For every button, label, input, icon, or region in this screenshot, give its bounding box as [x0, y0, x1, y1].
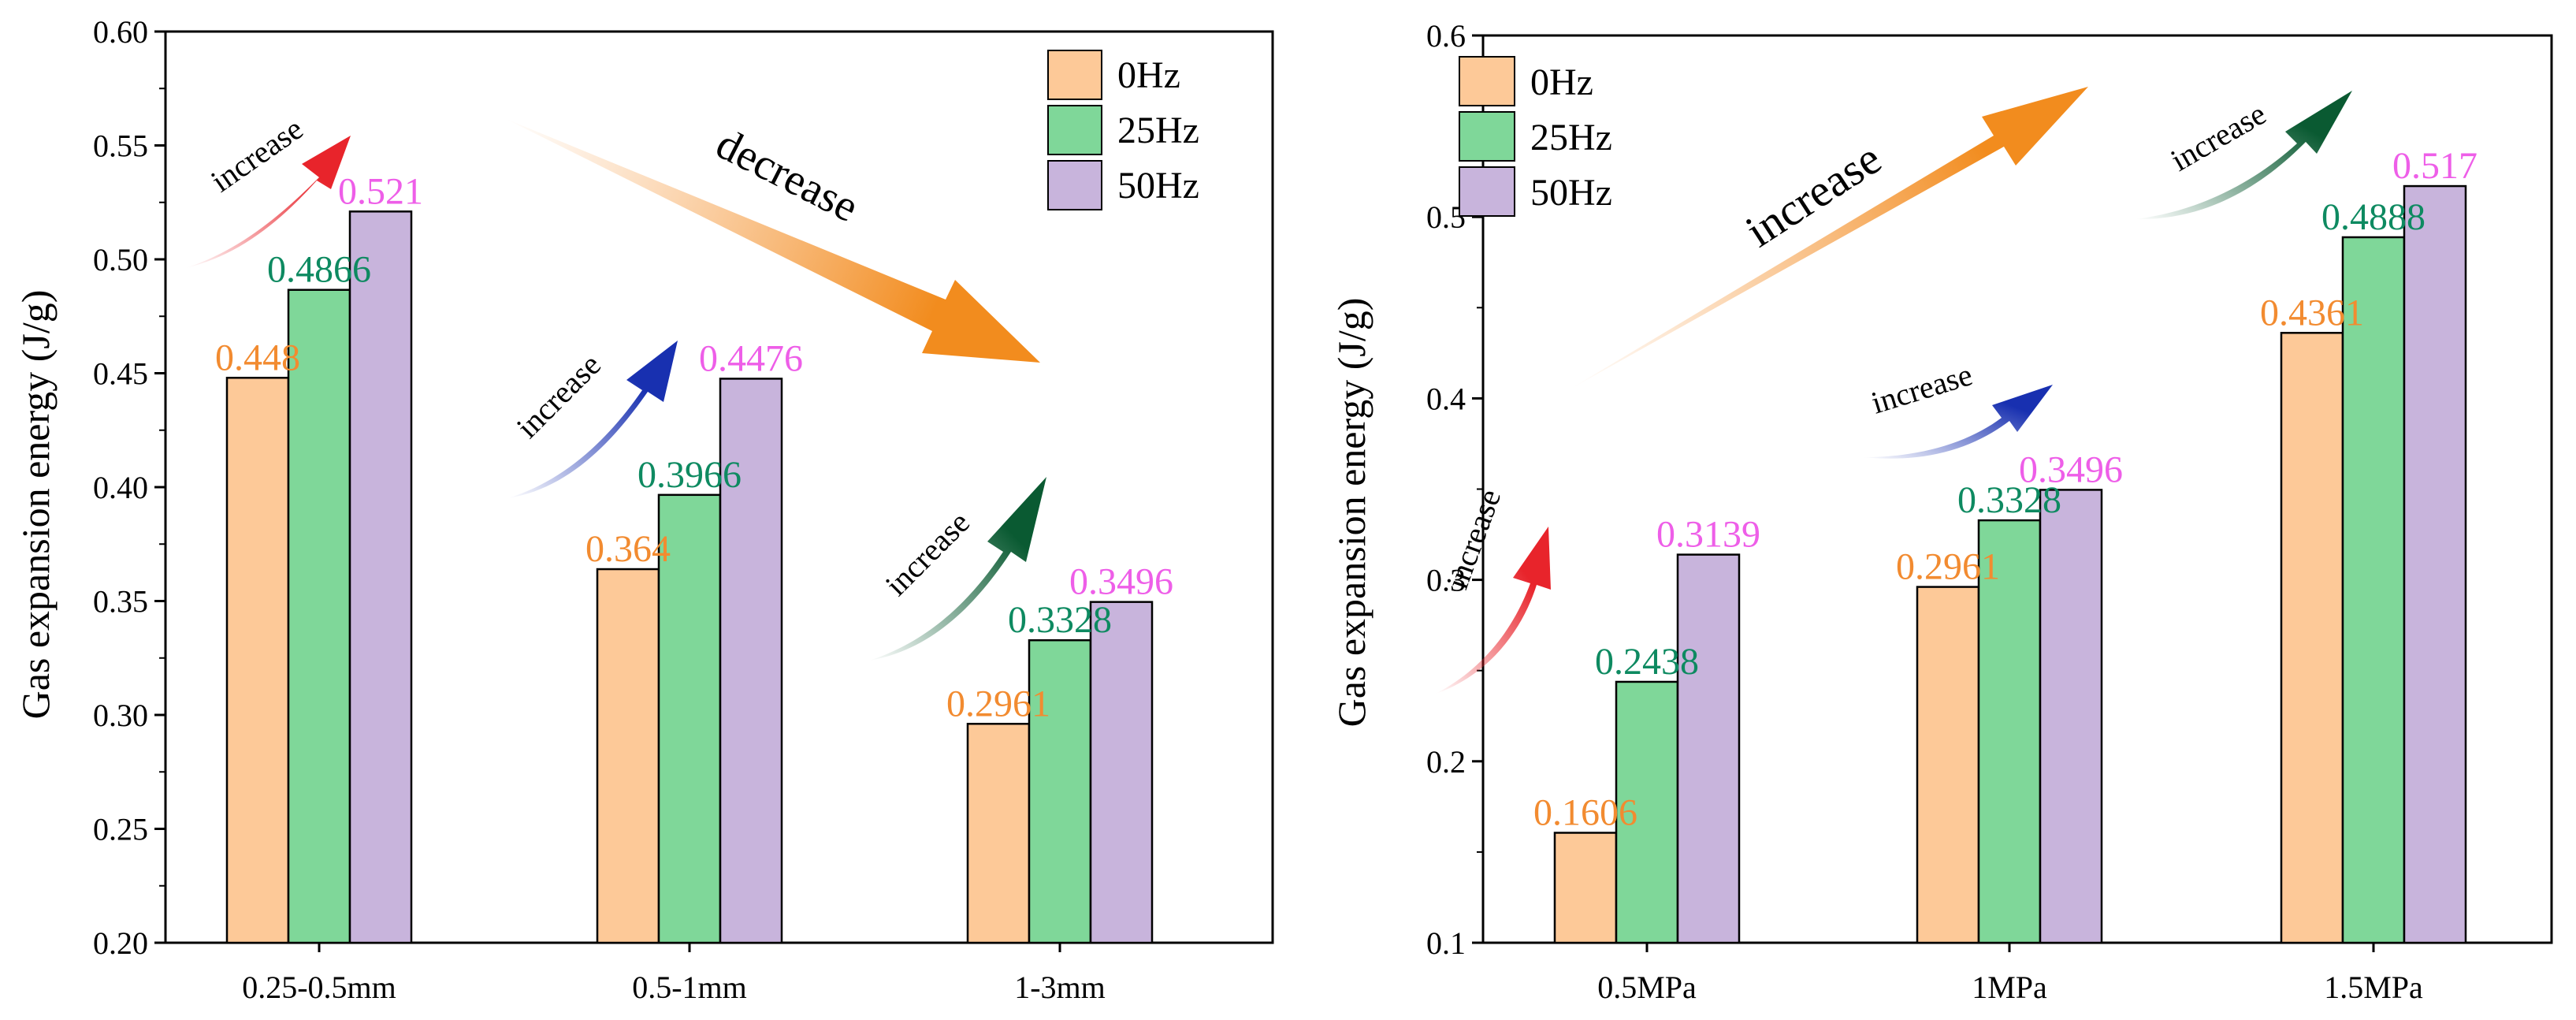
right-x-ticks: 0.5MPa 1MPa 1.5MPa [1597, 943, 2423, 1005]
data-label-50hz: 0.517 [2392, 145, 2477, 187]
data-label-0hz: 0.2961 [1896, 546, 2000, 588]
bar-0hz-1 [596, 568, 660, 944]
legend-swatch-25hz [1459, 111, 1515, 162]
increase-arrow-red-icon [185, 136, 351, 268]
bar-50hz-1 [719, 378, 783, 944]
right-annotation-increase-blue: increase [1864, 356, 2053, 459]
bar-25hz-0 [287, 289, 351, 944]
increase-arrow-blue-icon [508, 341, 678, 498]
right-y-axis-label: Gas expansion energy (J/g) [1329, 298, 1373, 728]
bar-25hz-2 [2341, 236, 2406, 944]
increase-label: increase [2165, 95, 2272, 177]
data-label-0hz: 0.364 [585, 528, 671, 570]
bar-50hz-1 [2039, 489, 2103, 944]
y-tick-label: 0.3 [1426, 563, 1466, 598]
data-label-25hz: 0.2438 [1595, 641, 1699, 683]
y-tick-label: 0.50 [93, 242, 148, 277]
bar-50hz-2 [2403, 184, 2467, 944]
bar-25hz-1 [1977, 519, 2042, 944]
bar-0hz-2 [2280, 332, 2344, 944]
x-tick-label: 0.5-1mm [632, 970, 747, 1005]
data-label-25hz: 0.4866 [267, 249, 371, 291]
data-label-0hz: 0.448 [215, 337, 300, 378]
left-annotation-increase-red: increase [185, 110, 351, 268]
legend-label-25hz: 25Hz [1530, 117, 1612, 158]
bar-50hz-0 [1676, 553, 1741, 944]
data-label-50hz: 0.3139 [1656, 514, 1760, 556]
left-panel: 0.20 0.25 0.30 0.35 0.40 0.45 0.50 0.55 0.60 0.4… [13, 14, 1274, 1005]
bar-50hz-2 [1089, 601, 1154, 944]
legend-swatch-25hz [1047, 105, 1102, 155]
bar-50hz-0 [348, 210, 413, 944]
data-label-25hz: 0.4888 [2321, 196, 2425, 238]
data-label-0hz: 0.1606 [1533, 791, 1637, 833]
x-tick-label: 1.5MPa [2324, 970, 2423, 1005]
left-legend: 0Hz 25Hz 50Hz [1047, 50, 1199, 210]
right-legend: 0Hz 25Hz 50Hz [1459, 56, 1612, 217]
legend-swatch-50hz [1459, 166, 1515, 217]
increase-label: increase [1737, 132, 1890, 257]
y-tick-label: 0.2 [1426, 744, 1466, 780]
bar-0hz-1 [1916, 586, 1980, 944]
right-annotation-increase-green: increase [2136, 91, 2352, 220]
increase-arrow-blue-icon [1864, 385, 2053, 459]
y-tick-label: 0.55 [93, 128, 148, 164]
x-tick-label: 1MPa [1972, 970, 2047, 1005]
data-label-25hz: 0.3328 [1957, 479, 2061, 521]
legend-label-50hz: 50Hz [1530, 172, 1612, 214]
data-label-50hz: 0.4476 [699, 337, 803, 379]
legend-label-0hz: 0Hz [1530, 61, 1593, 103]
y-tick-label: 0.30 [93, 698, 148, 733]
increase-label: increase [1867, 356, 1976, 420]
increase-label: increase [204, 110, 309, 199]
y-tick-label: 0.35 [93, 584, 148, 620]
y-tick-label: 0.4 [1426, 381, 1466, 416]
data-label-50hz: 0.3496 [1069, 561, 1173, 603]
x-tick-label: 1-3mm [1014, 970, 1106, 1005]
x-tick-label: 0.25-0.5mm [242, 970, 396, 1005]
bar-0hz-0 [225, 377, 290, 944]
y-tick-label: 0.20 [93, 925, 148, 961]
legend-label-0hz: 0Hz [1117, 54, 1180, 96]
bar-25hz-1 [657, 493, 722, 944]
data-label-0hz: 0.4361 [2260, 292, 2364, 333]
left-x-ticks: 0.25-0.5mm 0.5-1mm 1-3mm [242, 943, 1106, 1005]
bar-0hz-2 [966, 723, 1031, 944]
left-annotation-decrease: decrease [504, 118, 1040, 363]
legend-label-25hz: 25Hz [1117, 110, 1199, 151]
left-bars [225, 210, 1154, 944]
y-tick-label: 0.45 [93, 356, 148, 392]
y-tick-label: 0.60 [93, 14, 148, 50]
decrease-arrow-orange-icon [504, 118, 1040, 363]
increase-label: increase [879, 504, 976, 602]
increase-label: increase [510, 347, 608, 445]
bar-0hz-0 [1553, 832, 1618, 944]
legend-swatch-0hz [1047, 50, 1102, 100]
x-tick-label: 0.5MPa [1597, 970, 1697, 1005]
y-tick-label: 0.25 [93, 812, 148, 847]
y-tick-label: 0.1 [1426, 925, 1466, 961]
y-tick-label: 0.40 [93, 470, 148, 505]
data-label-25hz: 0.3328 [1008, 599, 1112, 641]
right-annotation-increase-orange: increase [1568, 87, 2088, 390]
legend-swatch-50hz [1047, 160, 1102, 210]
legend-label-50hz: 50Hz [1117, 165, 1199, 207]
data-label-50hz: 0.521 [338, 170, 423, 212]
left-y-axis-label: Gas expansion energy (J/g) [13, 290, 58, 720]
left-value-labels: 0.448 0.4866 0.521 0.364 0.3966 0.4476 0.2961 0… [215, 170, 1173, 724]
right-panel: 0.10.20.30.40.50.6 0.16060.24380.31390.2… [1329, 18, 2553, 1005]
legend-swatch-0hz [1459, 56, 1515, 106]
y-tick-label: 0.6 [1426, 18, 1466, 54]
data-label-0hz: 0.2961 [946, 683, 1050, 724]
data-label-50hz: 0.3496 [2019, 449, 2123, 490]
increase-arrow-red-icon [1436, 527, 1551, 694]
increase-label: increase [1439, 485, 1507, 594]
increase-arrow-orange-icon [1568, 87, 2088, 390]
data-label-25hz: 0.3966 [637, 454, 742, 496]
